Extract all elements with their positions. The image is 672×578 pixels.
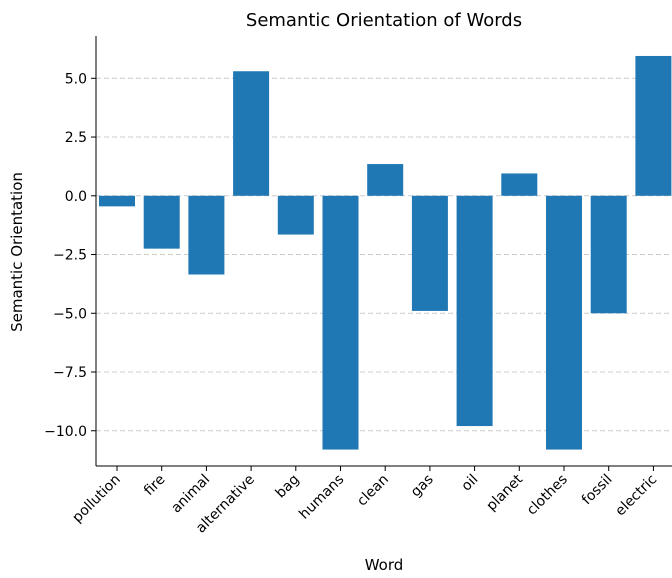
bar-humans xyxy=(322,195,359,450)
x-axis-label: Word xyxy=(365,556,404,574)
x-tick-label: electric xyxy=(612,472,660,520)
chart-title: Semantic Orientation of Words xyxy=(246,10,522,31)
x-tick-label: clothes xyxy=(524,472,571,519)
x-tick-label: clean xyxy=(354,472,392,510)
bar-bag xyxy=(277,195,314,235)
y-tick-label: −10.0 xyxy=(44,424,87,440)
x-tick-label: humans xyxy=(296,472,347,523)
bar-gas xyxy=(411,195,448,311)
y-tick-label: −7.5 xyxy=(53,365,87,381)
y-tick-label: −5.0 xyxy=(53,306,87,322)
x-tick-label: bag xyxy=(273,472,303,502)
bar-animal xyxy=(188,195,225,275)
bars xyxy=(99,55,672,450)
grid-lines xyxy=(96,77,672,432)
x-tick-label: fire xyxy=(141,472,168,499)
y-tick-label: 2.5 xyxy=(65,130,87,146)
x-tick-label: pollution xyxy=(69,472,123,526)
bar-alternative xyxy=(233,71,270,196)
x-tick-label: oil xyxy=(459,472,482,495)
bar-pollution xyxy=(99,195,135,207)
bar-fire xyxy=(143,195,180,249)
y-tick-label: −2.5 xyxy=(53,248,87,264)
y-tick-label: 5.0 xyxy=(65,71,87,87)
bar-planet xyxy=(501,173,538,196)
x-tick-label: fossil xyxy=(579,472,616,509)
y-tick-label: 0.0 xyxy=(65,189,87,205)
x-tick-label: animal xyxy=(168,472,213,517)
bar-oil xyxy=(456,195,493,427)
axes xyxy=(95,36,672,467)
x-tick-label: gas xyxy=(408,472,437,501)
bar-electric xyxy=(635,55,672,196)
bar-fossil xyxy=(590,195,627,314)
bar-clothes xyxy=(546,195,582,450)
x-tick-label: planet xyxy=(483,471,526,514)
y-ticks: 5.0 2.5 0.0 −2.5 −5.0 −7.5 −10.0 xyxy=(44,71,96,440)
y-axis-label: Semantic Orientation xyxy=(8,172,26,332)
bar-clean xyxy=(367,164,404,196)
